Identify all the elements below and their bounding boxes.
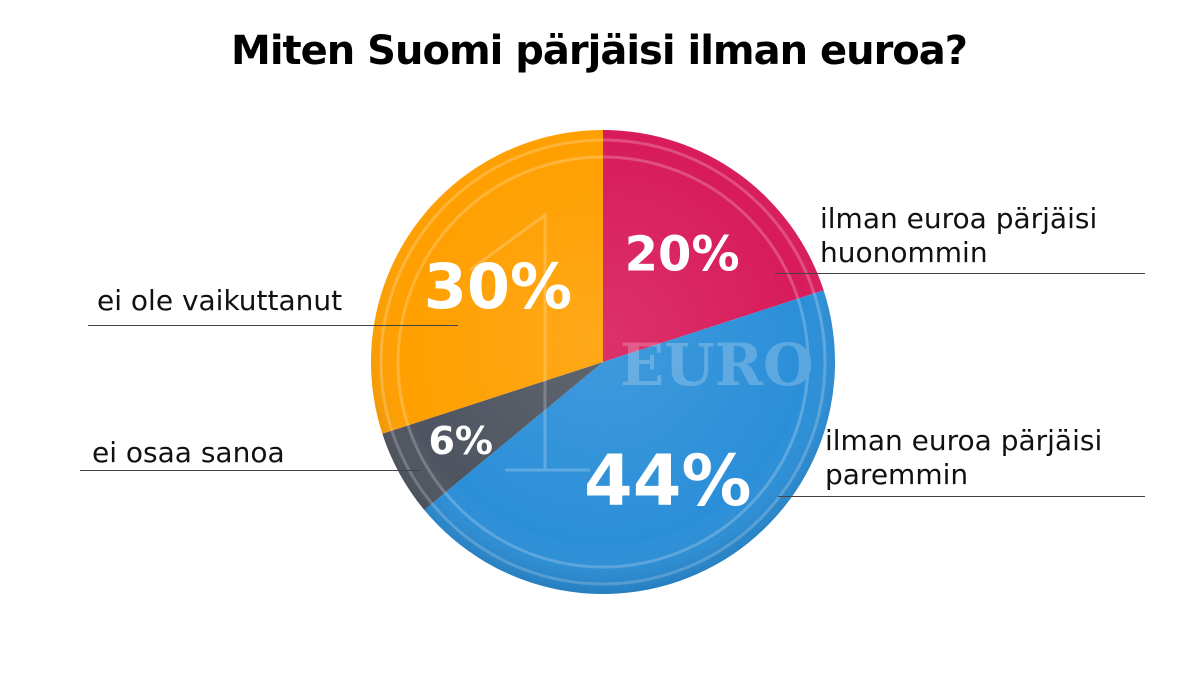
- leader-paremmin: [778, 496, 1145, 497]
- value-label-2: 6%: [428, 419, 493, 463]
- leader-huonommin: [775, 273, 1145, 274]
- label-paremmin: ilman euroa pärjäisi paremmin: [825, 424, 1102, 492]
- label-paremmin-line1: ilman euroa pärjäisi: [825, 424, 1103, 457]
- label-huonommin-line2: huonommin: [820, 236, 988, 269]
- chart-title: Miten Suomi pärjäisi ilman euroa?: [231, 28, 968, 74]
- label-ei-ole: ei ole vaikuttanut: [97, 284, 343, 317]
- value-label-1: 44%: [584, 440, 752, 522]
- label-huonommin-line1: ilman euroa pärjäisi: [820, 202, 1098, 235]
- value-label-3: 30%: [424, 250, 572, 323]
- leader-ei-ole: [88, 325, 458, 326]
- label-ei-osaa: ei osaa sanoa: [92, 436, 285, 469]
- value-label-0: 20%: [625, 226, 740, 282]
- label-huonommin: ilman euroa pärjäisi huonommin: [820, 202, 1097, 270]
- svg-text:EURO: EURO: [620, 331, 814, 399]
- leader-ei-osaa: [80, 470, 420, 471]
- label-paremmin-line2: paremmin: [825, 458, 969, 491]
